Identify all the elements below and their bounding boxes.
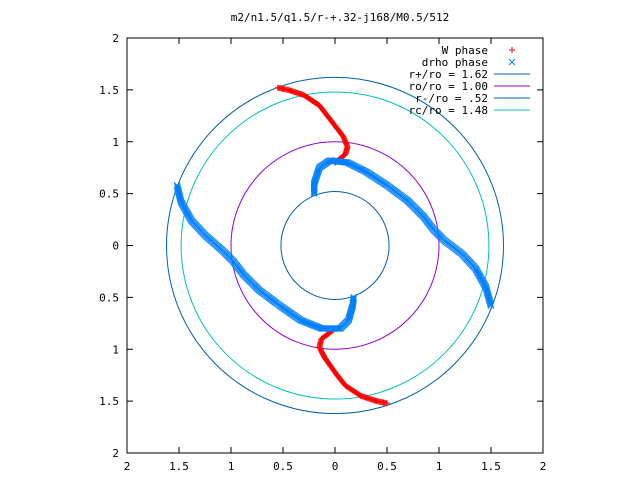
- legend-label: W phase: [442, 44, 488, 57]
- y-tick-label: 0.5: [99, 188, 119, 201]
- x-tick-label: 1.5: [481, 460, 501, 473]
- drho-phase-point: [310, 187, 318, 195]
- drho-phase-point: [329, 157, 337, 165]
- drho-phase-point: [483, 287, 491, 294]
- y-tick-label: 0.5: [99, 291, 119, 304]
- x-tick-label: 0: [332, 460, 339, 473]
- legend-label: rc/ro = 1.48: [409, 104, 488, 117]
- drho-phase-point: [482, 284, 490, 292]
- drho-phase-point: [483, 285, 490, 293]
- reference-circle: [166, 76, 504, 415]
- x-tick-label: 2: [124, 460, 131, 473]
- legend-label: r-/ro = .52: [415, 92, 488, 105]
- phase-markers: [173, 84, 495, 407]
- drho-phase-point: [177, 196, 184, 203]
- legend-label: drho phase: [422, 56, 488, 69]
- y-tick-label: 2: [112, 32, 119, 45]
- drho-phase-point: [177, 197, 185, 205]
- y-tick-label: 1.5: [99, 395, 119, 408]
- y-tick-label: 2: [112, 447, 119, 460]
- legend-label: ro/ro = 1.00: [409, 80, 488, 93]
- x-tick-label: 0.5: [377, 460, 397, 473]
- y-tick-label: 1: [112, 343, 119, 356]
- y-tick-label: 0: [112, 240, 119, 253]
- reference-circle: [180, 91, 490, 400]
- x-tick-label: 0.5: [273, 460, 293, 473]
- y-tick-label: 1: [112, 136, 119, 149]
- legend-label: r+/ro = 1.62: [409, 68, 488, 81]
- x-tick-label: 1.5: [169, 460, 189, 473]
- drho-phase-point: [310, 190, 318, 197]
- drho-phase-point: [350, 295, 357, 302]
- x-tick-label: 1: [228, 460, 235, 473]
- drho-phase-point: [310, 189, 318, 196]
- x-tick-label: 1: [436, 460, 443, 473]
- drho-phase-point: [508, 58, 516, 66]
- chart-title: m2/n1.5/q1.5/r-+.32-j168/M0.5/512: [231, 11, 450, 24]
- reference-circles: [166, 76, 504, 415]
- x-tick-label: 2: [540, 460, 547, 473]
- drho-phase-point: [176, 195, 184, 202]
- drho-phase-point: [350, 294, 358, 301]
- drho-phase-point: [350, 296, 357, 304]
- reference-circle: [230, 141, 440, 350]
- reference-circle: [280, 191, 390, 300]
- plot-axes: 2 1.5 1 0.5 0 0.5 1 1.5 221.510.500.511.52: [99, 32, 546, 473]
- y-tick-label: 1.5: [99, 84, 119, 97]
